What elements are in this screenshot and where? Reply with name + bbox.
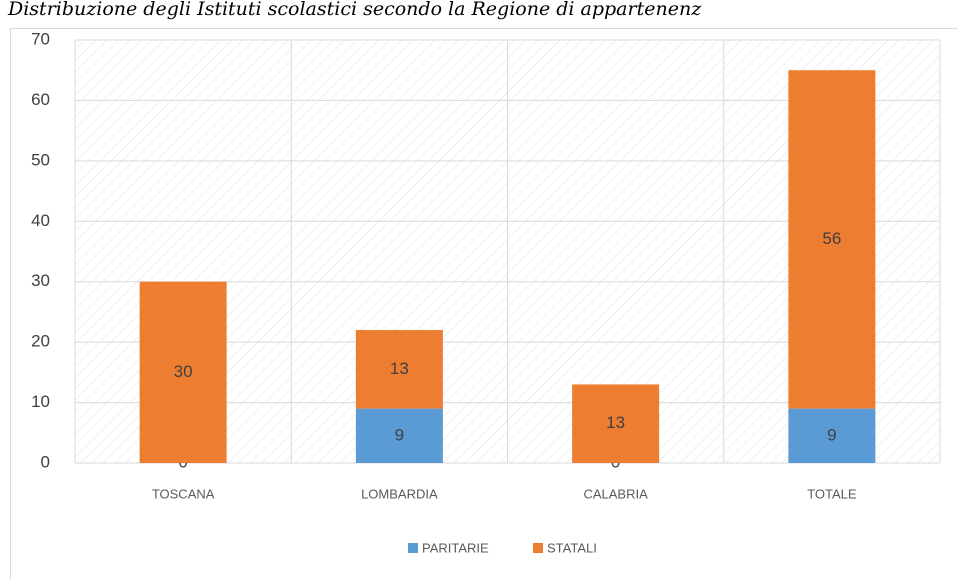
legend-label: STATALI [547, 540, 597, 555]
legend-swatch [533, 543, 543, 553]
y-tick-label: 70 [31, 29, 50, 48]
y-tick-label: 60 [31, 90, 50, 109]
y-tick-label: 0 [41, 452, 50, 471]
bar-segment [788, 70, 876, 409]
x-tick-label: LOMBARDIA [361, 486, 438, 501]
x-tick-label: TOTALE [807, 486, 857, 501]
y-tick-label: 30 [31, 271, 50, 290]
legend-label: PARITARIE [422, 540, 489, 555]
data-label: 9 [395, 425, 404, 444]
bar-segment [355, 330, 443, 409]
data-label: 13 [390, 359, 409, 378]
chart-title: Distribuzione degli Istituti scolastici … [7, 0, 702, 20]
data-label: 30 [174, 362, 193, 381]
x-tick-label: TOSCANA [152, 486, 215, 501]
data-label: 13 [606, 413, 625, 432]
bar-segment [139, 281, 227, 463]
bar-segment [788, 408, 876, 463]
y-tick-label: 40 [31, 211, 50, 230]
bar-segment [355, 408, 443, 463]
y-tick-label: 50 [31, 150, 50, 169]
y-tick-label: 10 [31, 392, 50, 411]
x-tick-label: CALABRIA [583, 486, 648, 501]
data-label: 56 [822, 229, 841, 248]
bar-segment [572, 384, 660, 463]
legend-swatch [408, 543, 418, 553]
data-label: 9 [827, 425, 836, 444]
y-tick-label: 20 [31, 332, 50, 351]
